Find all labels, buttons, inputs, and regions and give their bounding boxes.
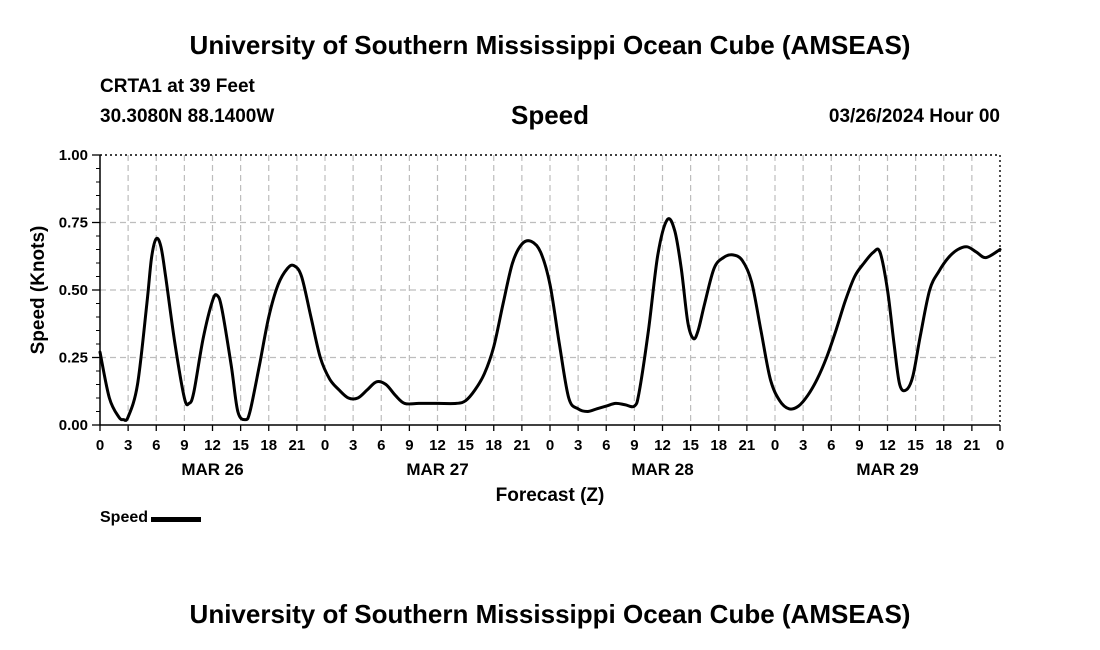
x-axis-title: Forecast (Z) — [496, 485, 605, 506]
y-tick-label: 0.25 — [59, 350, 88, 367]
x-tick-label: 18 — [935, 437, 952, 454]
x-tick-label: 15 — [232, 437, 249, 454]
x-tick-label: 18 — [485, 437, 502, 454]
x-day-label: MAR 27 — [406, 460, 468, 479]
x-tick-label: 3 — [124, 437, 132, 454]
y-axis-title: Speed (Knots) — [28, 226, 49, 355]
x-tick-label: 9 — [855, 437, 863, 454]
x-tick-label: 12 — [204, 437, 221, 454]
x-tick-label: 21 — [289, 437, 306, 454]
x-tick-label: 15 — [682, 437, 699, 454]
x-tick-label: 9 — [405, 437, 413, 454]
x-tick-label: 18 — [260, 437, 277, 454]
legend: Speed — [100, 509, 202, 527]
x-tick-label: 6 — [377, 437, 385, 454]
x-tick-label: 6 — [152, 437, 160, 454]
legend-label: Speed — [100, 509, 149, 526]
x-tick-label: 3 — [349, 437, 357, 454]
label-layer: 0 3 6 9 12 15 18 21 0 3 6 9 12 15 18 21 0 3 6 9 12 15 18 21 0 3 6 9… — [28, 147, 1004, 506]
grid-layer — [100, 154, 1001, 425]
x-tick-label: 9 — [630, 437, 638, 454]
x-tick-label: 12 — [654, 437, 671, 454]
y-tick-label: 0.75 — [59, 215, 88, 232]
page-title: University of Southern Mississippi Ocean… — [189, 30, 911, 60]
x-day-label: MAR 26 — [181, 460, 243, 479]
x-day-label: MAR 28 — [631, 460, 693, 479]
station-coordinates: 30.3080N 88.1400W — [100, 106, 275, 127]
x-tick-label: 21 — [514, 437, 531, 454]
footer-title: University of Southern Mississippi Ocean… — [189, 599, 911, 629]
x-tick-label: 12 — [879, 437, 896, 454]
x-tick-label: 0 — [96, 437, 104, 454]
x-tick-label: 0 — [996, 437, 1004, 454]
x-tick-label: 0 — [321, 437, 329, 454]
x-tick-label: 18 — [710, 437, 727, 454]
y-tick-label: 1.00 — [59, 147, 88, 164]
chart-title: Speed — [510, 100, 590, 130]
y-tick-label: 0.50 — [59, 282, 88, 299]
x-tick-label: 9 — [180, 437, 188, 454]
forecast-date: 03/26/2024 Hour 00 — [828, 106, 1000, 127]
x-tick-label: 6 — [827, 437, 835, 454]
x-tick-label: 6 — [602, 437, 610, 454]
x-tick-label: 15 — [907, 437, 924, 454]
x-day-label: MAR 29 — [856, 460, 918, 479]
x-tick-label: 0 — [546, 437, 554, 454]
x-tick-label: 15 — [457, 437, 474, 454]
station-name: CRTA1 at 39 Feet — [100, 76, 255, 97]
x-tick-label: 3 — [799, 437, 807, 454]
legend-line-swatch — [151, 516, 202, 522]
series-line-speed — [98, 217, 1002, 422]
y-tick-label: 0.00 — [59, 417, 88, 434]
x-tick-label: 21 — [964, 437, 981, 454]
x-tick-label: 21 — [739, 437, 756, 454]
x-tick-label: 12 — [429, 437, 446, 454]
series-layer — [98, 217, 1002, 422]
x-tick-label: 3 — [574, 437, 582, 454]
axis-layer — [92, 154, 1001, 431]
x-tick-label: 0 — [771, 437, 779, 454]
